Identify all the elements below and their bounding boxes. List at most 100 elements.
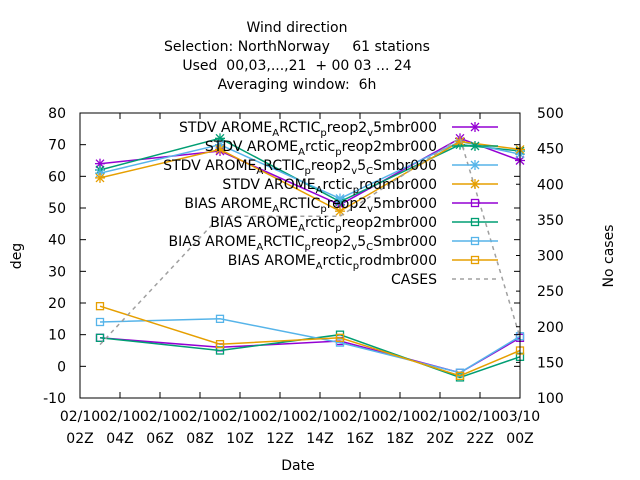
x-tick-label: 02/10 <box>220 409 260 425</box>
legend-label-part: RCTIC <box>279 196 320 212</box>
y-axis: -10 0 10 20 30 40 50 60 70 80 <box>43 106 520 407</box>
y-tick-label: 80 <box>48 106 66 122</box>
legend-label: BIAS AROMEArcticpreop2mbr000 <box>210 215 437 234</box>
legend-label-base: BIAS AROME <box>228 253 316 269</box>
title-line: Used 00,03,...,21 + 00 03 ... 24 <box>182 58 411 74</box>
x-tick-label: 02/10 <box>140 409 180 425</box>
legend-label-subscript: C <box>366 242 373 253</box>
legend-label-part: rctic <box>323 253 353 269</box>
y-tick-label: 50 <box>48 201 66 217</box>
legend-label: BIAS AROMEArcticprodmbr000 <box>228 253 437 272</box>
x-tick-label: 02/10 <box>100 409 140 425</box>
legend-label-base: STDV AROME <box>179 120 272 136</box>
point-marker <box>455 371 465 380</box>
legend-label-subscript: p <box>305 166 311 177</box>
legend-label-subscript: C <box>366 166 373 177</box>
title-line: Averaging window: 6h <box>218 77 377 93</box>
x-tick-label: 08Z <box>186 431 213 447</box>
x-tick-label: 14Z <box>306 431 333 447</box>
legend-label-part: RCTIC <box>279 120 320 136</box>
legend-label-part: RCTIC <box>263 158 304 174</box>
legend-label-subscript: p <box>353 185 359 196</box>
legend-label-part: reop2 <box>327 120 367 136</box>
legend-label-subscript: v <box>351 242 357 253</box>
x-tick-label: 16Z <box>346 431 373 447</box>
legend-label-subscript: A <box>256 242 263 253</box>
x-tick-label: 18Z <box>386 431 413 447</box>
series-6 <box>95 314 525 377</box>
series-5 <box>95 330 525 382</box>
y-tick-label: 10 <box>48 328 66 344</box>
legend-label-part: reop2 <box>311 234 351 250</box>
point-marker <box>470 141 480 151</box>
x-tick-label: 02/10 <box>340 409 380 425</box>
legend-label-base: BIAS AROME <box>210 215 298 231</box>
y-axis-label: deg <box>9 243 25 269</box>
point-marker <box>470 179 480 189</box>
legend-label-subscript: A <box>298 147 305 158</box>
point-marker <box>470 217 480 227</box>
x-tick-label: 04Z <box>106 431 133 447</box>
legend-label-part: RCTIC <box>263 234 304 250</box>
y-tick-label: 40 <box>48 233 66 249</box>
legend-label: BIAS AROMEARCTICpreop2v5CSmbr000 <box>168 234 437 253</box>
x-tick-label: 22Z <box>466 431 493 447</box>
x-tick-label: 02/10 <box>460 409 500 425</box>
legend-label-part: reop2 <box>311 158 351 174</box>
x-tick-label: 03/10 <box>500 409 540 425</box>
legend-label-part: rctic <box>323 177 353 193</box>
legend-label-part: rctic <box>305 139 335 155</box>
point-marker <box>215 314 225 323</box>
x-tick-label: 06Z <box>146 431 173 447</box>
point-marker <box>215 144 225 155</box>
legend-label-subscript: A <box>316 185 323 196</box>
series-4 <box>95 333 525 377</box>
legend-label-subscript: p <box>320 204 326 215</box>
y2-axis-label: No cases <box>601 225 617 288</box>
legend-label-base: BIAS AROME <box>184 196 272 212</box>
legend-label-part: reop2 <box>327 196 367 212</box>
legend-label-part: 5 <box>357 234 366 250</box>
legend-label-part: reop2mbr000 <box>342 139 437 155</box>
legend-label: CASES <box>391 272 437 288</box>
x-tick-label: 02/10 <box>180 409 220 425</box>
point-marker <box>95 158 105 169</box>
x-tick-label: 02/10 <box>300 409 340 425</box>
point-marker <box>215 340 225 349</box>
legend-label-part: rodmbr000 <box>359 253 437 269</box>
point-marker <box>470 198 480 208</box>
y-tick-label: 0 <box>57 359 66 375</box>
legend-label: BIAS AROMEARCTICpreop2v5mbr000 <box>184 196 437 215</box>
point-marker <box>95 172 105 183</box>
title-line: Wind direction <box>247 20 348 36</box>
y2-tick-label: 150 <box>537 355 564 371</box>
series-line <box>99 305 521 377</box>
series-7 <box>95 302 525 380</box>
legend-label-part: reop2mbr000 <box>342 215 437 231</box>
y2-tick-label: 250 <box>537 284 564 300</box>
y2-tick-label: 200 <box>537 320 564 336</box>
chart-title: Wind direction Selection: NorthNorway 61 … <box>164 20 430 93</box>
y2-tick-label: 450 <box>537 142 564 158</box>
y-tick-label: 20 <box>48 296 66 312</box>
y-tick-label: -10 <box>43 391 66 407</box>
legend-label-subscript: A <box>256 166 263 177</box>
legend-label-subscript: v <box>367 128 373 139</box>
point-marker <box>95 317 105 327</box>
legend-label-part: rctic <box>305 215 335 231</box>
point-marker <box>470 236 480 246</box>
point-marker <box>215 133 225 144</box>
legend-label-part: Smbr000 <box>373 158 437 174</box>
legend-label-base: STDV AROME <box>222 177 315 193</box>
series-group <box>95 133 525 382</box>
point-marker <box>335 338 345 347</box>
y2-tick-label: 400 <box>537 177 564 193</box>
legend-label: STDV AROMEArcticprodmbr000 <box>222 177 437 196</box>
legend-label-base: CASES <box>391 272 437 288</box>
legend-label-part: 5 <box>357 158 366 174</box>
y-tick-label: 60 <box>48 169 66 185</box>
legend-label-subscript: p <box>353 261 359 272</box>
legend-label-part: 5mbr000 <box>373 120 437 136</box>
